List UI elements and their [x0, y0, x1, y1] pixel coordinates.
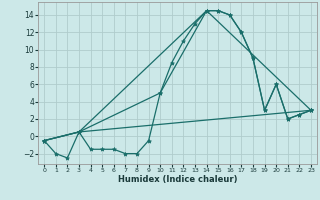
X-axis label: Humidex (Indice chaleur): Humidex (Indice chaleur)	[118, 175, 237, 184]
